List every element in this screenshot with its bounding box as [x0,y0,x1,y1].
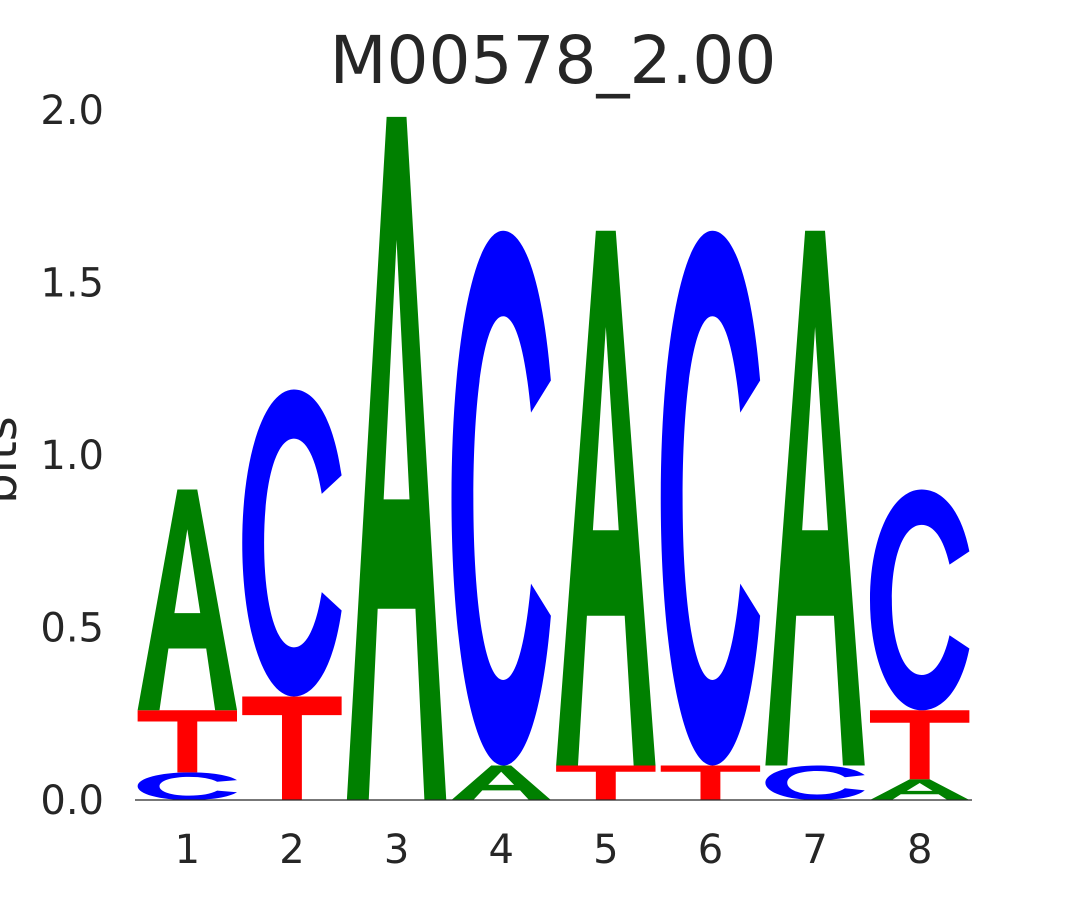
x-tick-label: 6 [698,827,723,873]
y-axis-label: bits [0,416,28,504]
logo-letter-t [556,765,656,800]
logo-letter-c [451,230,551,766]
x-tick-label: 8 [907,827,932,873]
logo-letter-c [242,389,342,697]
logo-letter-t [137,710,238,773]
logo-letter-a [346,116,447,800]
logo-letter-a [765,230,865,766]
x-axis-ticks: 1 2 3 4 5 6 7 8 [175,827,933,873]
logo-letter-t [660,765,761,800]
logo-letter-stacks [137,116,970,800]
y-tick-label: 1.5 [40,261,104,307]
logo-letter-a [556,230,656,766]
x-tick-label: 7 [802,827,827,873]
x-tick-label: 1 [175,827,200,873]
logo-letter-t [869,710,970,780]
y-tick-label: 0.0 [40,778,104,824]
logo-letter-a [137,489,238,711]
logo-letter-c [137,772,238,800]
logo-letter-a [869,779,970,800]
y-tick-label: 1.0 [40,433,104,479]
x-tick-label: 3 [384,827,409,873]
x-tick-label: 5 [593,827,618,873]
y-tick-label: 0.5 [40,606,104,652]
chart-title: M00578_2.00 [330,22,777,99]
x-tick-label: 4 [488,827,513,873]
logo-letter-c [869,489,970,711]
logo-letter-t [242,696,342,800]
y-tick-label: 2.0 [40,88,104,134]
logo-letter-c [765,765,865,800]
y-axis-ticks: 0.0 0.5 1.0 1.5 2.0 [40,88,104,824]
logo-letter-c [660,230,761,766]
logo-letter-a [451,765,551,800]
x-tick-label: 2 [279,827,304,873]
